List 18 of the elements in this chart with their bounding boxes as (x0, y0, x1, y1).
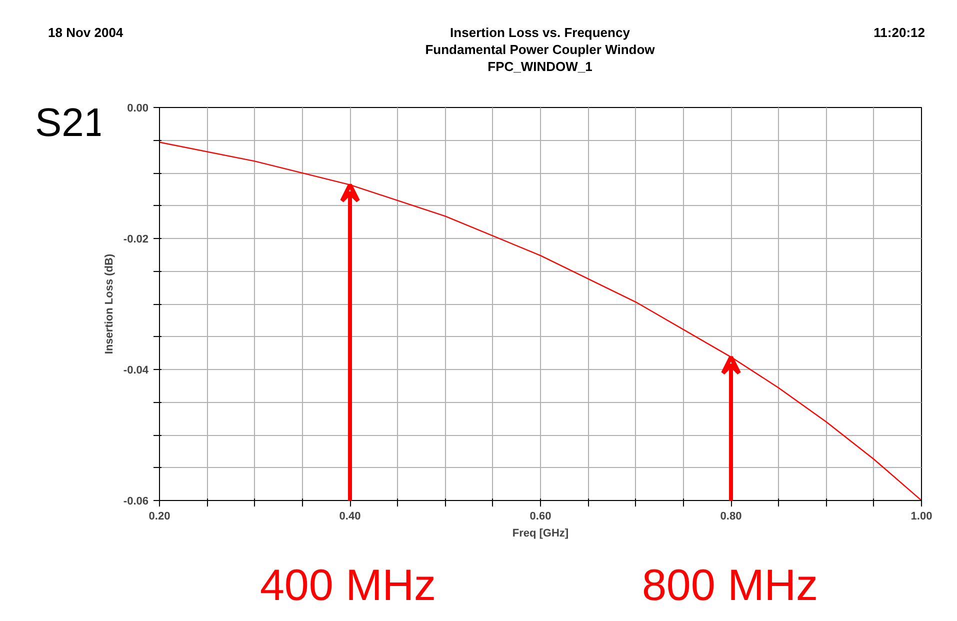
y-tick-label: -0.04 (123, 364, 150, 376)
x-tick-label: 1.00 (910, 510, 932, 522)
x-tick-label: 0.80 (720, 510, 742, 522)
text: 18 Nov 2004 (48, 24, 124, 42)
y-tick-label: -0.06 (123, 496, 149, 508)
y-axis-title: Insertion Loss (dB) (103, 254, 116, 354)
x-axis-title: Freq [GHz] (512, 528, 569, 540)
text: S21 (35, 100, 106, 147)
y-tick-label: -0.02 (123, 234, 149, 246)
x-tick-label: 0.60 (530, 510, 552, 522)
x-tick-label: 0.20 (148, 510, 170, 522)
annotation: 400 MHz (260, 560, 436, 612)
chart-subtitle: Fundamental Power Coupler Window FPC_WINDOW_1 (425, 41, 655, 76)
chart-title: Insertion Loss vs. Frequency (450, 24, 630, 42)
annotation: 800 MHz (642, 560, 818, 612)
text: 11:20:12 (874, 24, 925, 42)
y-tick-label: 0.00 (127, 102, 149, 114)
x-tick-label: 0.40 (339, 510, 361, 522)
